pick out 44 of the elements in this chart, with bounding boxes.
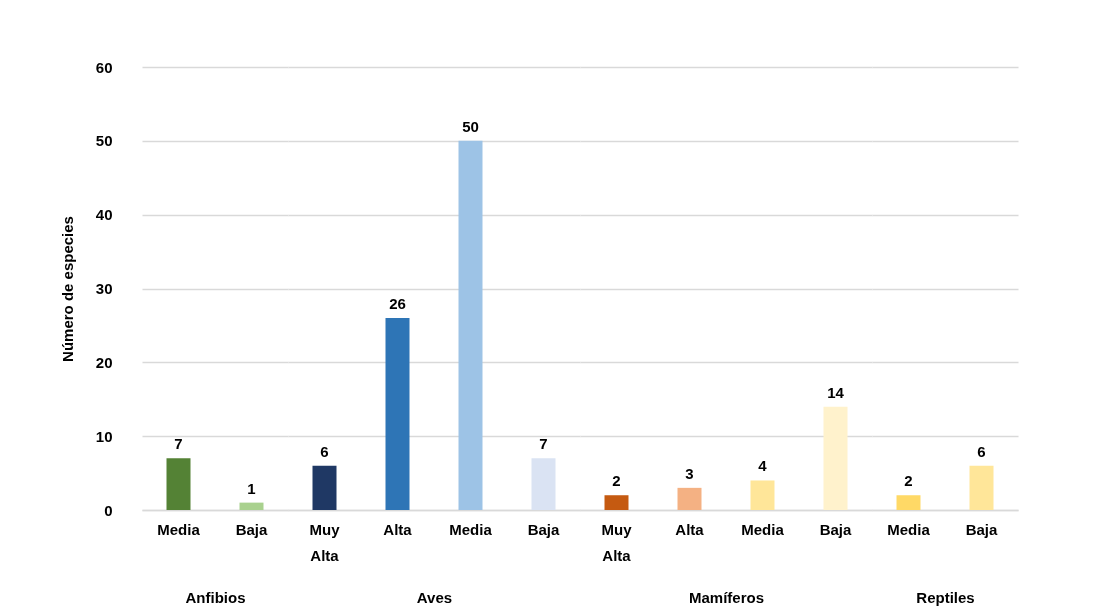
y-tick-label: 20	[95, 353, 113, 371]
data-label: 6	[977, 442, 986, 460]
x-axis-title: Anfibios	[185, 588, 246, 606]
x-axis-title: Reptiles	[916, 588, 975, 606]
data-label: 3	[685, 464, 694, 482]
y-tick-label: 10	[95, 427, 113, 445]
bar	[823, 406, 848, 510]
bar	[458, 140, 483, 510]
bar	[531, 458, 556, 510]
bar	[385, 318, 410, 510]
y-tick-label: 40	[95, 206, 113, 224]
bar	[604, 495, 629, 510]
x-tick-label: Media	[887, 520, 931, 538]
bar	[312, 465, 337, 510]
data-label: 7	[539, 435, 548, 453]
x-tick-label: Baja	[235, 520, 268, 538]
bar	[677, 487, 702, 510]
x-tick-label: Media	[449, 520, 493, 538]
x-tick-label: Muy Alta	[309, 520, 341, 564]
x-tick-label: Media	[741, 520, 785, 538]
data-label: 14	[827, 383, 845, 401]
x-tick-label: Baja	[527, 520, 560, 538]
bar	[750, 480, 775, 510]
data-label: 4	[758, 457, 768, 475]
data-label: 26	[389, 295, 406, 313]
y-tick-label: 60	[95, 58, 113, 76]
x-tick-label: Baja	[965, 520, 998, 538]
data-label: 7	[174, 435, 183, 453]
x-tick-label: Alta	[383, 520, 413, 538]
y-axis-title: Número de especies	[58, 216, 76, 362]
y-tick-label: 30	[95, 280, 113, 297]
x-tick-label: Alta	[675, 520, 705, 538]
data-label: 6	[320, 442, 329, 460]
data-label: 2	[612, 472, 621, 490]
x-tick-label: Muy Alta	[601, 520, 633, 564]
x-axis-title: Mamíferos	[688, 588, 765, 606]
data-label: 2	[904, 472, 913, 490]
y-tick-label: 0	[104, 501, 113, 519]
x-tick-label: Media	[157, 520, 201, 538]
data-label: 1	[247, 479, 256, 497]
x-axis-title: Aves	[416, 588, 453, 606]
x-tick-label: Baja	[819, 520, 852, 538]
data-label: 50	[462, 117, 479, 135]
y-tick-label: 50	[95, 132, 113, 150]
